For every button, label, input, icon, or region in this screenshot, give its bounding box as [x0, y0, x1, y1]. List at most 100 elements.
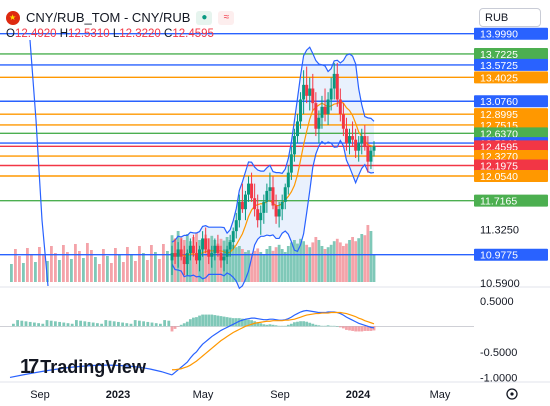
- volume-bar: [201, 242, 205, 282]
- volume-bar: [228, 240, 232, 282]
- volume-bar: [323, 249, 327, 282]
- macd-histogram-bar: [201, 314, 205, 327]
- macd-histogram-bar: [323, 325, 327, 327]
- volume-bar: [360, 234, 364, 282]
- macd-histogram-bar: [173, 326, 177, 329]
- candle-body: [286, 172, 290, 188]
- macd-histogram-bar: [37, 323, 40, 327]
- candle-body: [299, 99, 303, 122]
- volume-bar: [14, 249, 17, 282]
- macd-histogram-bar: [146, 321, 150, 327]
- candle-body: [274, 205, 278, 217]
- volume-bar: [277, 244, 281, 282]
- macd-histogram-bar: [179, 324, 183, 327]
- macd-histogram-bar: [351, 326, 354, 331]
- volume-bar: [18, 256, 21, 282]
- candle-body: [262, 201, 266, 213]
- x-axis-tick-label: May: [193, 389, 214, 401]
- volume-bar: [26, 248, 29, 282]
- volume-bar: [244, 252, 247, 282]
- candle-body: [311, 88, 315, 104]
- macd-histogram-bar: [237, 318, 241, 327]
- market-status-icon[interactable]: ●: [196, 10, 213, 25]
- x-axis-tick-label: Sep: [30, 389, 50, 401]
- volume-bar: [259, 252, 263, 282]
- candle-body: [314, 103, 318, 129]
- price-level-label-bg: [474, 248, 548, 261]
- macd-histogram-bar: [125, 323, 129, 327]
- macd-histogram-bar: [247, 319, 250, 327]
- macd-histogram-bar: [293, 322, 296, 327]
- volume-bar: [335, 238, 339, 282]
- volume-bar: [338, 242, 342, 282]
- macd-histogram-bar: [360, 326, 364, 332]
- macd-histogram-bar: [228, 317, 232, 327]
- candle-body: [237, 201, 241, 221]
- volume-bar: [308, 247, 312, 282]
- macd-histogram-bar: [192, 317, 195, 327]
- volume-bar: [348, 240, 351, 282]
- volume-bar: [66, 252, 69, 282]
- settings-gear-icon-center: [510, 392, 514, 396]
- volume-bar: [82, 258, 85, 282]
- candle-body: [357, 143, 361, 151]
- macd-histogram-bar: [16, 320, 19, 327]
- volume-bar: [369, 231, 373, 282]
- macd-histogram-bar: [210, 314, 214, 327]
- symbol-title[interactable]: CNY/RUB_TOM - CNY/RUB: [26, 10, 191, 25]
- candle-body: [305, 84, 309, 96]
- volume-bar: [10, 264, 13, 282]
- candle-body: [338, 99, 342, 115]
- candle-body: [170, 253, 174, 261]
- macd-histogram-bar: [87, 321, 91, 327]
- price-level-label-bg: [474, 194, 548, 207]
- volume-bar: [240, 249, 244, 282]
- macd-histogram-bar: [289, 323, 293, 327]
- candle-body: [354, 139, 358, 151]
- macd-histogram-bar: [305, 321, 309, 327]
- candle-body: [320, 106, 324, 118]
- open-value: 12.4920: [14, 28, 57, 40]
- price-level-label-bg: [474, 108, 548, 121]
- candle-body: [231, 231, 235, 243]
- macd-y-axis-tick-label: -1.0000: [480, 372, 517, 384]
- macd-histogram-bar: [112, 321, 116, 327]
- candle-body: [302, 84, 306, 100]
- currency-select[interactable]: RUB: [479, 8, 541, 27]
- volume-bar: [314, 237, 318, 282]
- candle-body: [201, 238, 205, 250]
- candle-body: [351, 136, 355, 140]
- macd-histogram-bar: [154, 323, 158, 327]
- price-level-label-bg: [474, 47, 548, 60]
- macd-histogram-bar: [335, 326, 339, 327]
- macd-histogram-bar: [62, 322, 66, 327]
- macd-y-axis-tick-label: 0.5000: [480, 296, 514, 308]
- candle-body: [308, 88, 312, 96]
- volume-bar: [106, 256, 109, 282]
- macd-histogram-bar: [262, 324, 266, 327]
- macd-histogram-bar: [219, 316, 223, 327]
- volume-bar: [102, 249, 105, 282]
- volume-bar: [38, 247, 41, 282]
- volume-bar: [78, 251, 81, 282]
- candle-body: [225, 249, 229, 257]
- volume-bar: [237, 246, 241, 282]
- delayed-data-icon[interactable]: ≈: [218, 10, 235, 25]
- low-label: L: [112, 28, 120, 40]
- volume-bar: [250, 253, 253, 282]
- volume-bar: [289, 242, 293, 282]
- candle-body: [335, 73, 339, 100]
- volume-bar: [162, 244, 165, 282]
- candle-body: [194, 253, 198, 261]
- candle-body: [213, 245, 217, 254]
- macd-histogram-bar: [225, 317, 229, 327]
- macd-histogram-bar: [296, 321, 299, 327]
- macd-histogram-bar: [274, 325, 278, 327]
- volume-bar: [126, 247, 129, 282]
- tradingview-logo-icon: 17: [20, 356, 39, 378]
- macd-histogram-bar: [338, 326, 342, 328]
- chart-header: CNY/RUB_TOM - CNY/RUB ● ≈: [6, 10, 235, 25]
- macd-histogram-bar: [117, 321, 120, 327]
- volume-bar: [192, 237, 195, 282]
